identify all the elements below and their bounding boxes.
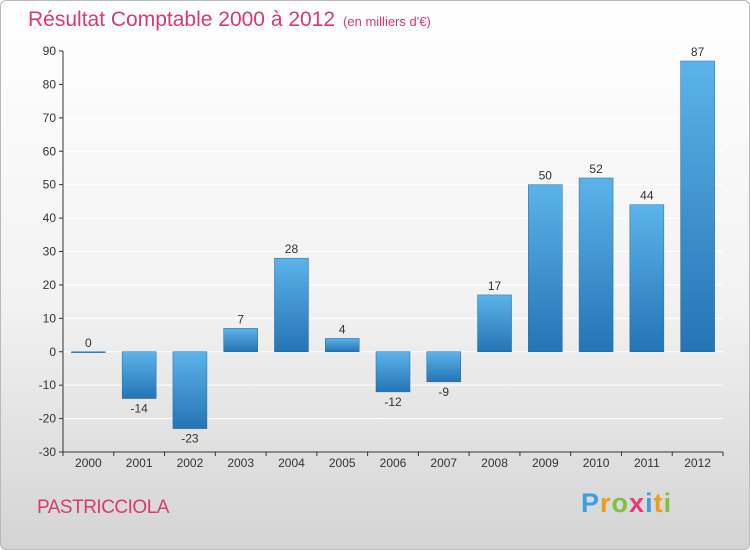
y-tick-label: 80 <box>43 77 57 91</box>
bar-2006 <box>375 351 411 393</box>
x-tick-label: 2001 <box>126 456 153 470</box>
data-label: 87 <box>691 45 705 59</box>
commune-name: PASTRICCIOLA <box>37 497 169 518</box>
bar-2012 <box>680 60 715 353</box>
y-tick-label: 20 <box>43 278 57 292</box>
bar-2008 <box>477 294 512 353</box>
data-label: 28 <box>285 242 299 256</box>
bar-2002 <box>172 351 208 429</box>
chart-title-text: Résultat Comptable 2000 à 2012 <box>28 8 336 31</box>
data-label: -12 <box>384 395 402 409</box>
data-label: -23 <box>181 432 199 446</box>
bar-2010 <box>578 177 614 352</box>
x-tick-label: 2007 <box>430 456 457 470</box>
data-label: -9 <box>438 385 449 399</box>
data-label: 44 <box>640 189 654 203</box>
x-tick-label: 2008 <box>481 456 508 470</box>
bar-2004 <box>274 257 309 352</box>
y-tick-label: 70 <box>43 111 57 125</box>
proxiti-logo: Proxiti <box>581 488 672 519</box>
x-tick-label: 2003 <box>227 456 254 470</box>
x-tick-label: 2006 <box>380 456 407 470</box>
data-label: 50 <box>539 169 553 183</box>
y-tick-label: 40 <box>43 211 57 225</box>
bar-2005 <box>324 338 360 352</box>
y-tick-label: 60 <box>43 144 57 158</box>
x-tick-label: 2005 <box>329 456 356 470</box>
x-tick-label: 2002 <box>177 456 204 470</box>
chart-unit: (en milliers d'€) <box>343 14 431 29</box>
y-tick-label: 0 <box>49 345 56 359</box>
y-tick-label: 30 <box>43 245 57 259</box>
data-label: 4 <box>339 322 346 336</box>
data-label: 52 <box>589 162 603 176</box>
y-tick-label: -30 <box>39 445 57 459</box>
y-tick-label: 50 <box>43 178 57 192</box>
logo-letter: r <box>600 488 612 518</box>
data-label: -14 <box>130 402 148 416</box>
bar-2011 <box>629 204 665 352</box>
data-label: 17 <box>488 279 502 293</box>
bar-2001 <box>121 351 157 399</box>
x-tick-label: 2010 <box>583 456 610 470</box>
logo-letter: P <box>581 488 601 518</box>
y-tick-label: 10 <box>43 311 57 325</box>
bar-2007 <box>426 351 462 383</box>
bar-2009 <box>528 184 563 352</box>
x-tick-label: 2012 <box>684 456 711 470</box>
logo-letter: t <box>653 488 664 518</box>
x-tick-label: 2000 <box>75 456 102 470</box>
data-label: 0 <box>85 336 92 350</box>
bar-2003 <box>223 328 258 353</box>
x-tick-label: 2011 <box>634 456 660 470</box>
y-tick-label: 90 <box>43 44 57 58</box>
logo-letter: x <box>629 488 646 518</box>
logo-letter: i <box>645 488 654 518</box>
bar-2000 <box>71 351 106 353</box>
data-label: 7 <box>237 312 244 326</box>
x-tick-label: 2009 <box>532 456 559 470</box>
chart-title: Résultat Comptable 2000 à 2012 (en millie… <box>28 8 431 32</box>
logo-letter: o <box>611 488 630 518</box>
logo-letter: i <box>663 488 673 518</box>
y-tick-label: -10 <box>39 378 57 392</box>
y-tick-label: -20 <box>39 412 57 426</box>
x-tick-label: 2004 <box>278 456 305 470</box>
